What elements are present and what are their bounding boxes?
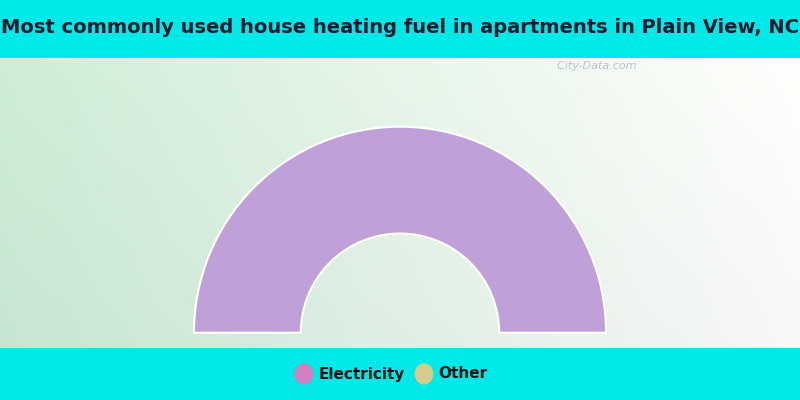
Ellipse shape bbox=[415, 364, 433, 384]
Text: Other: Other bbox=[438, 366, 487, 382]
Wedge shape bbox=[194, 127, 606, 333]
Text: Electricity: Electricity bbox=[318, 366, 405, 382]
Ellipse shape bbox=[295, 364, 313, 384]
Text: City-Data.com: City-Data.com bbox=[550, 61, 637, 71]
Text: Most commonly used house heating fuel in apartments in Plain View, NC: Most commonly used house heating fuel in… bbox=[1, 18, 799, 37]
